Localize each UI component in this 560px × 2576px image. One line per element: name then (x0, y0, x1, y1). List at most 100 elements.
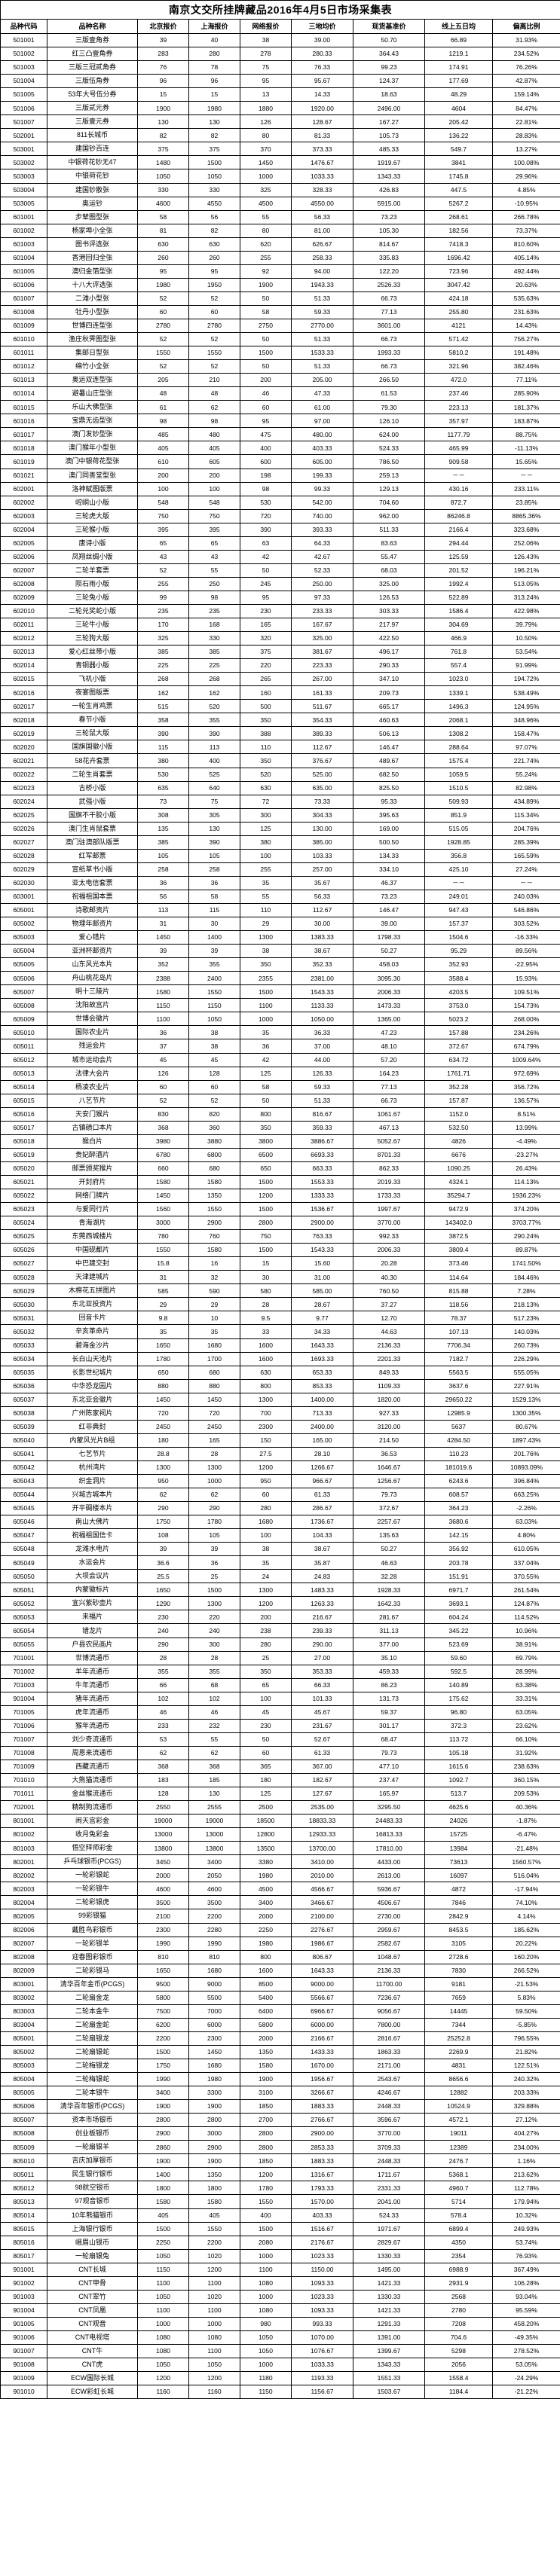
cell-code: 605024 (0, 1216, 47, 1231)
cell-deviation: 63.03% (491, 1515, 560, 1530)
cell-beijing: 9.8 (137, 1311, 189, 1326)
cell-beijing: 9500 (137, 1976, 189, 1992)
cell-online: 38 (240, 32, 292, 48)
cell-name: 物理年邮资片 (47, 917, 138, 932)
table-row: 605054 错龙片 240 240 238 239.33 311.13 345.22 10.9… (0, 1623, 560, 1638)
cell-average: 233.33 (291, 603, 353, 619)
cell-name: 虎年流通币 (47, 1705, 138, 1720)
cell-beijing: 66 (137, 1677, 189, 1692)
cell-online: 200 (240, 373, 292, 388)
cell-online: 350 (240, 957, 292, 972)
cell-code: 802004 (0, 1895, 47, 1910)
cell-online: 350 (240, 1120, 292, 1135)
cell-deviation: 260.73% (491, 1338, 560, 1353)
cell-code: 605048 (0, 1542, 47, 1557)
cell-five-day: 3588.4 (424, 971, 493, 986)
table-row: 501004 三版伍角券 96 96 95 95.67 124.37 177.69 42.87% (0, 74, 560, 89)
cell-shanghai: 1680 (188, 1963, 240, 1978)
cell-code: 602023 (0, 780, 47, 795)
cell-name: 东北亚会徽片 (47, 1392, 138, 1407)
cell-spot-base: 2613.00 (353, 1868, 425, 1883)
cell-online: 230 (240, 603, 292, 619)
cell-five-day: 4324.1 (424, 1174, 493, 1189)
cell-name: 澳归金箔型张 (47, 264, 138, 279)
cell-deviation: 100.08% (491, 155, 560, 170)
cell-spot-base: 2041.00 (353, 2194, 425, 2209)
table-row: 601017 澳门发钞型张 485 480 475 480.00 624.00 1177.79… (0, 427, 560, 442)
cell-five-day: 356.92 (424, 1542, 493, 1557)
cell-five-day: 872.7 (424, 495, 493, 510)
cell-beijing: 1400 (137, 2167, 189, 2182)
table-row: 805012 98航空银币 1800 1800 1780 1793.33 2331.33 49… (0, 2181, 560, 2196)
cell-spot-base: 364.43 (353, 47, 425, 62)
cell-shanghai: 250 (188, 576, 240, 591)
cell-beijing: 6200 (137, 2017, 189, 2032)
cell-name: 二轮扇金蛇 (47, 2017, 138, 2032)
cell-average: 373.33 (291, 142, 353, 157)
cell-deviation: 112.78% (491, 2181, 560, 2196)
cell-name: 南山大佛片 (47, 1515, 138, 1530)
cell-online: 80 (240, 223, 292, 238)
cell-code: 605049 (0, 1555, 47, 1570)
cell-average: 59.33 (291, 1079, 353, 1094)
cell-shanghai: 1500 (188, 155, 240, 170)
cell-shanghai: 1050 (188, 1012, 240, 1027)
cell-average: 128.67 (291, 114, 353, 130)
cell-beijing: 29 (137, 1297, 189, 1312)
table-row: 605041 七艺节片 28.8 28 27.5 28.10 36.53 110.23 201.… (0, 1446, 560, 1461)
cell-name: 澳门猴年小型张 (47, 441, 138, 456)
column-header-name: 品种名称 (47, 19, 138, 34)
cell-average: 816.67 (291, 1106, 353, 1122)
cell-deviation: 13.99% (491, 1120, 560, 1135)
cell-five-day: 7706.34 (424, 1338, 493, 1353)
cell-code: 805014 (0, 2208, 47, 2223)
cell-online: 24 (240, 1569, 292, 1584)
cell-code: 605018 (0, 1134, 47, 1149)
cell-online: 1080 (240, 2275, 292, 2291)
cell-five-day: 5714 (424, 2194, 493, 2209)
cell-name: 绵竹小全张 (47, 359, 138, 374)
cell-name: ECW彩虹长城 (47, 2385, 138, 2400)
cell-five-day: 10524.9 (424, 2099, 493, 2114)
cell-online: 1500 (240, 1202, 292, 1217)
cell-beijing: 62 (137, 1488, 189, 1503)
cell-name: 三版三冠贰角券 (47, 60, 138, 75)
table-row: 605029 木棉花五拼图片 585 590 580 585.00 760.50 815.88… (0, 1283, 560, 1299)
cell-average: 95.67 (291, 74, 353, 89)
cell-average: 1333.33 (291, 1188, 353, 1204)
table-row: 701005 虎年流通币 46 46 45 45.67 59.37 96.80 63.05% (0, 1705, 560, 1720)
cell-five-day: 66.89 (424, 32, 493, 48)
cell-name: 与爱同行片 (47, 1202, 138, 1217)
cell-code: 901001 (0, 2262, 47, 2277)
cell-five-day: 1745.8 (424, 169, 493, 184)
cell-name: 崆峒山小版 (47, 495, 138, 510)
cell-online: 630 (240, 780, 292, 795)
cell-beijing: 1560 (137, 1202, 189, 1217)
cell-spot-base: 3601.00 (353, 318, 425, 334)
cell-average: 626.67 (291, 237, 353, 252)
cell-name: 创业板银币 (47, 2126, 138, 2141)
cell-shanghai: 220 (188, 1610, 240, 1625)
cell-shanghai: 52 (188, 1093, 240, 1108)
cell-name: 三轮狗大版 (47, 631, 138, 646)
cell-name: 811长城币 (47, 128, 138, 143)
cell-beijing: 1900 (137, 101, 189, 116)
table-row: 805003 二轮梅银龙 1750 1680 1580 1670.00 2171.00 483… (0, 2058, 560, 2074)
cell-beijing: 2860 (137, 2140, 189, 2155)
table-row: 805014 10年熊猫银币 405 405 400 403.33 524.33 578.4 1… (0, 2208, 560, 2223)
cell-online: 520 (240, 767, 292, 782)
cell-shanghai: 390 (188, 726, 240, 741)
cell-deviation: -49.35% (491, 2330, 560, 2345)
cell-deviation: 14.43% (491, 318, 560, 334)
cell-five-day: 947.43 (424, 902, 493, 918)
cell-spot-base: 73.23 (353, 889, 425, 905)
table-row: 602022 二轮生肖套票 530 525 520 525.00 682.50 1059.5 5… (0, 767, 560, 782)
cell-code: 601007 (0, 291, 47, 306)
cell-average: 525.00 (291, 767, 353, 782)
cell-code: 801002 (0, 1827, 47, 1842)
cell-average: 663.33 (291, 1161, 353, 1176)
cell-deviation: 185.62% (491, 1922, 560, 1937)
cell-deviation: 10893.09% (491, 1460, 560, 1475)
cell-shanghai: 36 (188, 1555, 240, 1570)
cell-average: 56.33 (291, 889, 353, 905)
